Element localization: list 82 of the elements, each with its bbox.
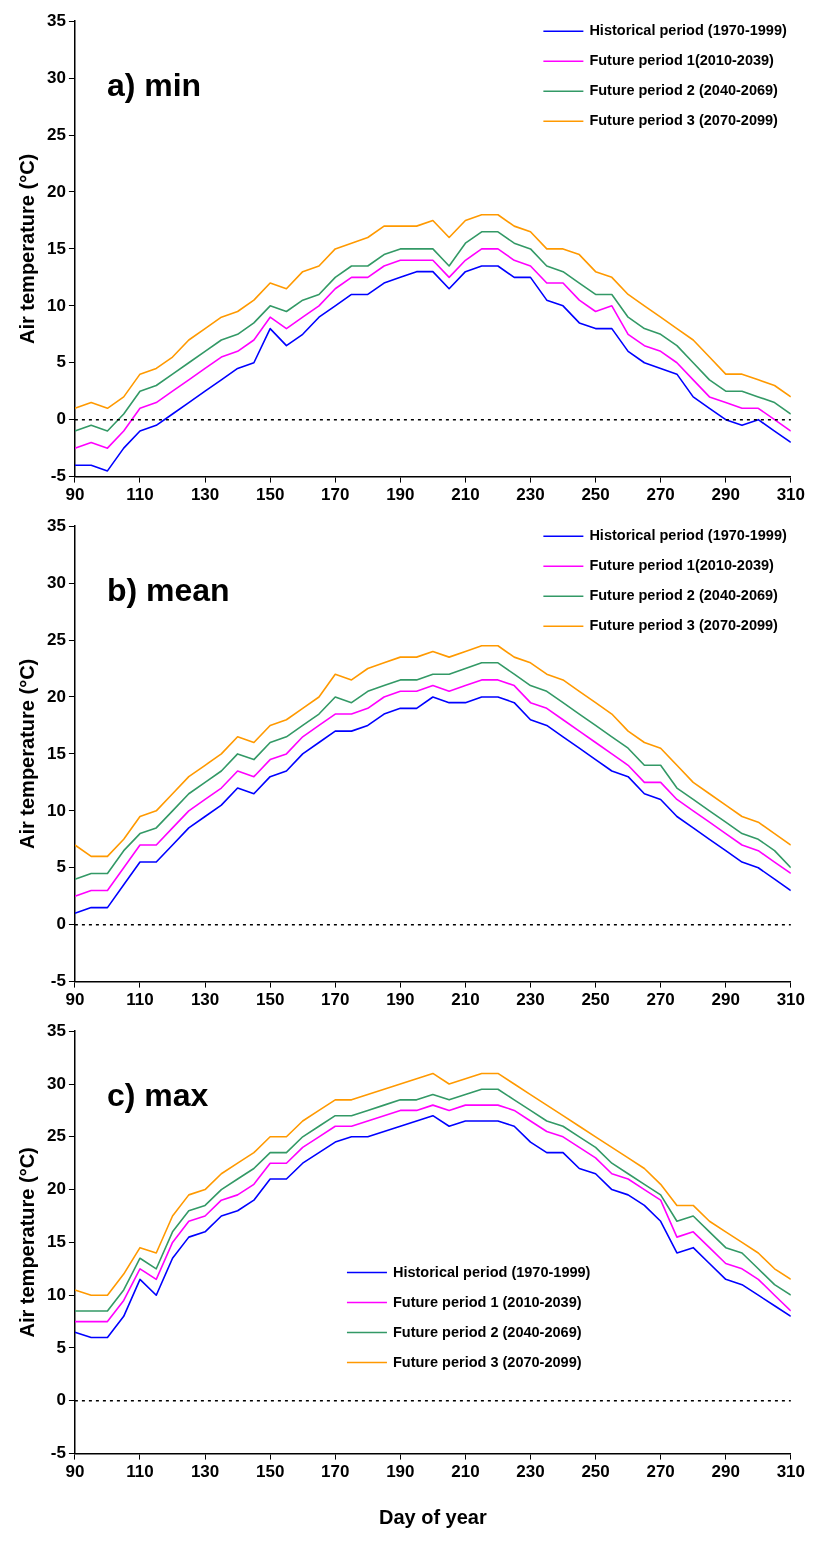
legend-label: Future period 2 (2040-2069) <box>589 587 779 604</box>
legend-label: Historical period (1970-1999) <box>589 527 787 544</box>
y-tick-label: 5 <box>56 1337 66 1357</box>
legend-label: Future period 1(2010-2039) <box>589 52 775 69</box>
x-tick-label: 150 <box>255 1462 285 1482</box>
x-tick-label: 270 <box>646 485 675 505</box>
x-tick-label: 250 <box>581 1462 610 1482</box>
x-tick-label: 150 <box>255 990 285 1010</box>
y-tick-label: 30 <box>46 1073 66 1093</box>
y-tick-label: 15 <box>46 238 66 258</box>
x-tick-label: 170 <box>321 990 350 1010</box>
x-tick-label: 130 <box>190 1462 220 1482</box>
y-tick-label: -5 <box>50 466 66 486</box>
legend-label: Future period 3 (2070-2099) <box>392 1353 582 1370</box>
x-tick-label: 230 <box>516 485 545 505</box>
x-tick-label: 250 <box>581 990 610 1010</box>
y-axis-title: Air temperature (°C) <box>15 658 38 850</box>
legend-label: Future period 2 (2040-2069) <box>392 1323 582 1340</box>
x-tick-label: 190 <box>386 990 415 1010</box>
x-tick-label: 310 <box>776 990 806 1010</box>
y-tick-label: 20 <box>46 181 66 201</box>
y-tick-label: 0 <box>56 914 66 934</box>
x-tick-label: 170 <box>321 1462 350 1482</box>
x-tick-label: 290 <box>711 990 740 1010</box>
y-tick-label: 20 <box>46 1179 66 1199</box>
text: b) mean <box>106 572 230 609</box>
legend-label: Future period 3 (2070-2099) <box>589 112 779 129</box>
y-tick-label: -5 <box>50 971 66 991</box>
legend-label: Future period 2 (2040-2069) <box>589 82 779 99</box>
y-tick-label: 0 <box>56 1390 66 1410</box>
x-tick-label: 250 <box>581 485 610 505</box>
text: c) max <box>106 1077 209 1114</box>
x-tick-label: 210 <box>451 990 480 1010</box>
text: a) min <box>106 67 202 104</box>
x-tick-label: 90 <box>65 990 85 1010</box>
y-tick-label: 30 <box>46 67 66 87</box>
x-tick-label: 310 <box>776 485 806 505</box>
x-tick-label: 130 <box>190 990 220 1010</box>
legend-label: Future period 1(2010-2039) <box>589 557 775 574</box>
y-tick-label: 35 <box>46 10 66 30</box>
x-tick-label: 190 <box>386 485 415 505</box>
x-tick-label: 110 <box>126 1462 154 1482</box>
x-axis-title: Day of year <box>378 1505 487 1528</box>
legend-label: Historical period (1970-1999) <box>589 22 787 39</box>
y-axis-title: Air temperature (°C) <box>15 1147 38 1338</box>
x-tick-label: 110 <box>126 485 154 505</box>
y-tick-label: 25 <box>46 629 66 649</box>
y-tick-label: 15 <box>46 1232 66 1252</box>
y-tick-label: 35 <box>46 1020 66 1040</box>
x-tick-label: 290 <box>711 1462 740 1482</box>
y-tick-label: 30 <box>46 572 66 592</box>
y-tick-label: 20 <box>46 686 66 706</box>
x-tick-label: 210 <box>451 1462 480 1482</box>
y-tick-label: 5 <box>56 857 66 877</box>
x-tick-label: 210 <box>451 485 480 505</box>
legend-label: Future period 3 (2070-2099) <box>589 617 779 634</box>
y-tick-label: 10 <box>46 1284 66 1304</box>
y-tick-label: 35 <box>46 515 66 535</box>
x-tick-label: 90 <box>65 485 85 505</box>
y-tick-label: 10 <box>46 295 66 315</box>
x-tick-label: 110 <box>126 990 154 1010</box>
x-tick-label: 190 <box>386 1462 415 1482</box>
x-tick-label: 270 <box>646 990 675 1010</box>
x-tick-label: 230 <box>516 990 545 1010</box>
x-tick-label: 310 <box>776 1462 806 1482</box>
y-tick-label: 10 <box>46 800 66 820</box>
x-tick-label: 290 <box>711 485 740 505</box>
x-tick-label: 90 <box>65 1462 85 1482</box>
y-tick-label: 15 <box>46 743 66 763</box>
y-tick-label: -5 <box>50 1443 66 1463</box>
y-tick-label: 0 <box>56 409 66 429</box>
x-tick-label: 170 <box>321 485 350 505</box>
y-tick-label: 5 <box>56 352 66 372</box>
x-tick-label: 270 <box>646 1462 675 1482</box>
legend-label: Historical period (1970-1999) <box>392 1263 591 1280</box>
x-tick-label: 150 <box>255 485 285 505</box>
y-axis-title: Air temperature (°C) <box>15 153 38 345</box>
x-tick-label: 130 <box>190 485 220 505</box>
x-tick-label: 230 <box>516 1462 545 1482</box>
y-tick-label: 25 <box>46 1126 66 1146</box>
y-tick-label: 25 <box>46 124 66 144</box>
legend-label: Future period 1 (2010-2039) <box>392 1293 582 1310</box>
